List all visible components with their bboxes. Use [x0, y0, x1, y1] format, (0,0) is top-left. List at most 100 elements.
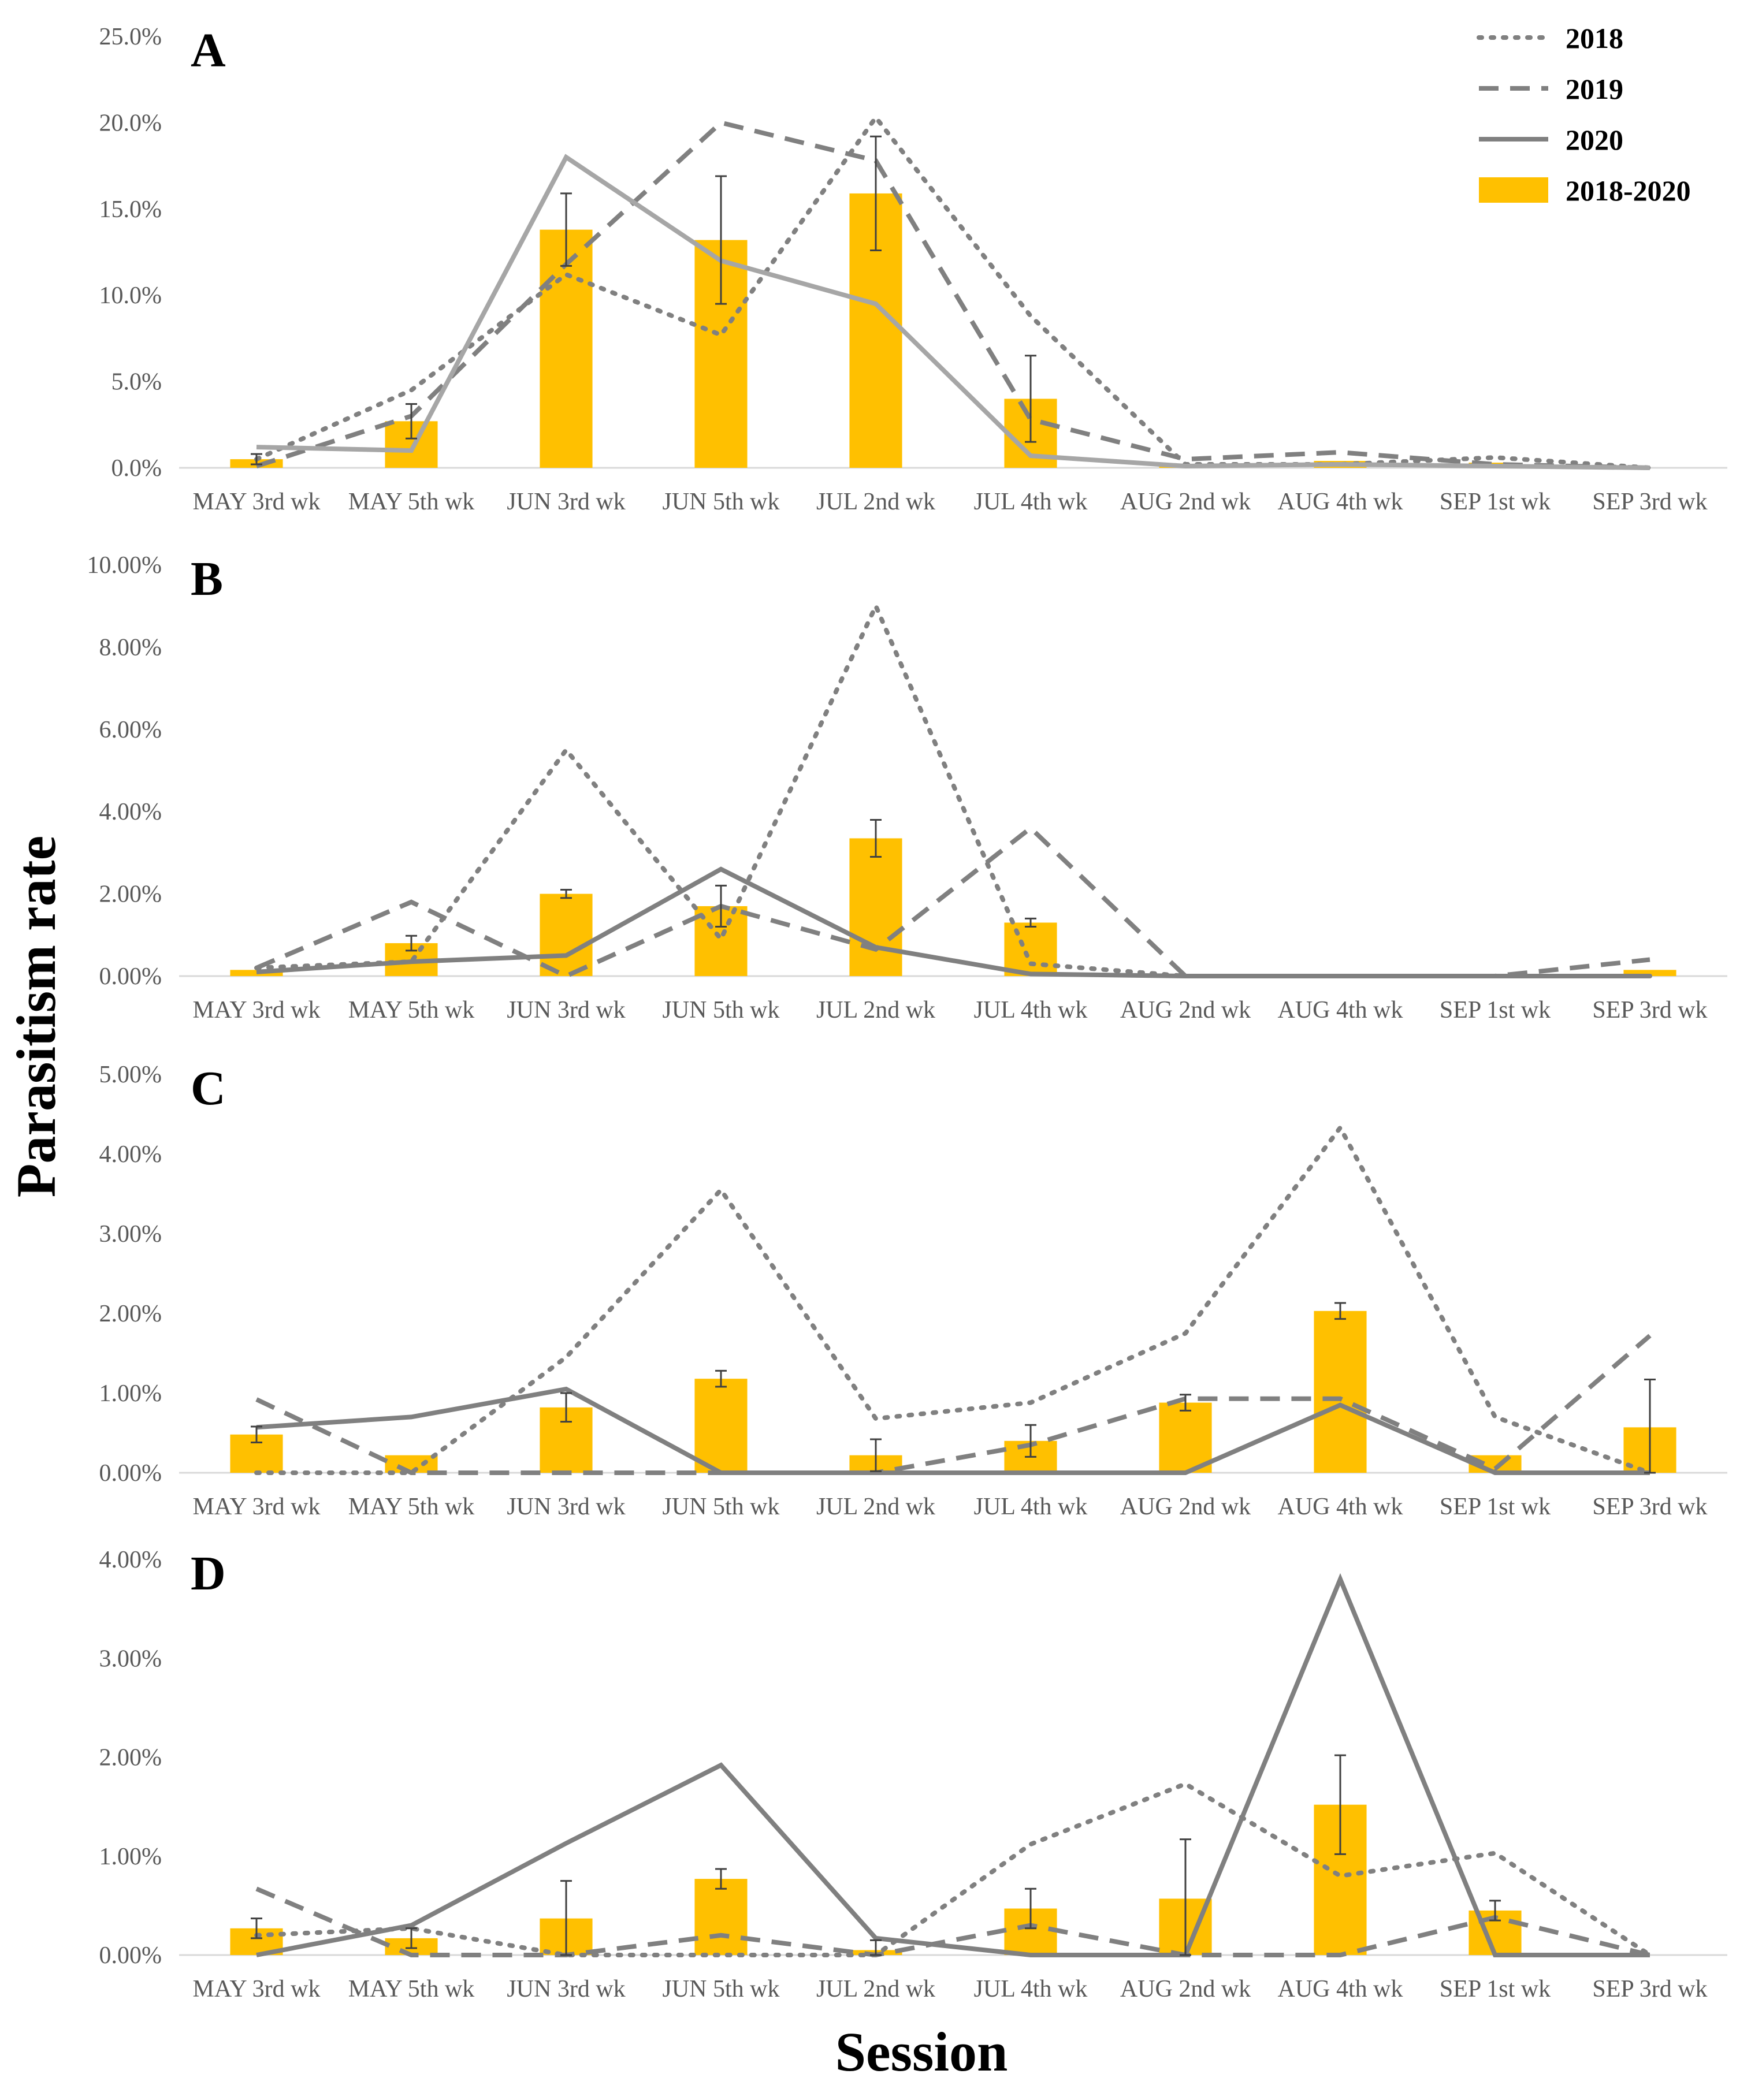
x-tick-label: SEP 1st wk: [1440, 489, 1551, 515]
bar: [1314, 1310, 1367, 1473]
x-tick-label: MAY 5th wk: [348, 1976, 475, 2002]
x-tick-label: MAY 5th wk: [348, 997, 475, 1023]
y-axis-title: Parasitism rate: [5, 836, 67, 1197]
panel-label: C: [191, 1062, 226, 1115]
y-tick-label: 15.0%: [99, 196, 162, 223]
y-tick-label: 20.0%: [99, 110, 162, 136]
panel-label: B: [191, 552, 223, 606]
bar: [849, 838, 902, 976]
x-tick-label: AUG 4th wk: [1278, 489, 1403, 515]
x-tick-label: MAY 3rd wk: [193, 997, 321, 1023]
bar: [694, 1879, 748, 1955]
x-tick-label: SEP 3rd wk: [1592, 1494, 1707, 1520]
y-tick-label: 8.00%: [99, 634, 162, 661]
series-line-2018: [254, 1123, 1652, 1475]
y-tick-label: 10.0%: [99, 282, 162, 309]
x-tick-label: JUL 2nd wk: [816, 489, 935, 515]
y-tick-label: 1.00%: [99, 1380, 162, 1407]
y-tick-label: 2.00%: [99, 1301, 162, 1327]
x-tick-label: JUN 3rd wk: [507, 1976, 625, 2002]
bar: [1159, 1402, 1212, 1473]
y-tick-label: 2.00%: [99, 881, 162, 908]
y-tick-label: 3.00%: [99, 1221, 162, 1248]
series-line-2019: [255, 120, 1650, 470]
series-line-2020: [256, 154, 1650, 470]
legend: 2018 2019 2020 2018-2020: [1477, 22, 1691, 207]
y-tick-label: 0.00%: [99, 963, 162, 990]
x-tick-label: JUN 5th wk: [662, 1976, 779, 2002]
x-tick-label: MAY 5th wk: [348, 489, 475, 515]
panel-a: 0.0% 5.0% 10.0% 15.0% 20.0% 25.0% MAY 3rd wk MA…: [99, 24, 1727, 515]
panel-b: 0.00% 2.00% 4.00% 6.00% 8.00% 10.00% MAY 3rd w…: [87, 552, 1727, 1023]
y-tick-label: 4.00%: [99, 1141, 162, 1168]
x-tick-label: SEP 1st wk: [1440, 997, 1551, 1023]
series-line-2018: [254, 600, 1652, 978]
y-tick-label: 0.0%: [111, 455, 162, 482]
panel-c: 0.00% 1.00% 2.00% 3.00% 4.00% 5.00% MAY 3rd wk…: [99, 1062, 1727, 1520]
x-tick-label: AUG 4th wk: [1278, 997, 1403, 1023]
y-tick-label: 2.00%: [99, 1745, 162, 1771]
x-tick-label: JUL 2nd wk: [816, 997, 935, 1023]
x-tick-label: SEP 3rd wk: [1592, 489, 1707, 515]
series-line-2018: [254, 1781, 1652, 1957]
y-tick-label: 0.00%: [99, 1942, 162, 1969]
legend-label: 2019: [1566, 73, 1623, 105]
x-tick-label: JUL 4th wk: [974, 1494, 1088, 1520]
x-tick-label: JUN 3rd wk: [507, 997, 625, 1023]
x-tick-label: JUL 4th wk: [974, 1976, 1088, 2002]
x-tick-label: JUN 5th wk: [662, 489, 779, 515]
y-tick-label: 5.0%: [111, 369, 162, 396]
y-tick-label: 3.00%: [99, 1645, 162, 1672]
x-tick-label: SEP 1st wk: [1440, 1976, 1551, 2002]
bar: [230, 970, 283, 976]
series-line-2019: [255, 1334, 1652, 1475]
x-tick-label: JUN 5th wk: [662, 997, 779, 1023]
x-tick-label: MAY 3rd wk: [193, 1976, 321, 2002]
x-tick-label: MAY 5th wk: [348, 1494, 475, 1520]
legend-label: 2018-2020: [1566, 174, 1691, 207]
series-line-2020: [256, 1573, 1650, 1957]
chart-panels: 0.0% 5.0% 10.0% 15.0% 20.0% 25.0% MAY 3rd wk MA…: [87, 24, 1727, 2002]
x-tick-label: JUL 4th wk: [974, 997, 1088, 1023]
y-tick-label: 4.00%: [99, 1547, 162, 1573]
x-axis-title: Session: [835, 2021, 1008, 2083]
y-tick-label: 6.00%: [99, 717, 162, 743]
y-tick-label: 4.00%: [99, 799, 162, 825]
series-line-2019: [255, 825, 1650, 979]
bar: [540, 229, 593, 468]
bar: [694, 1379, 748, 1473]
y-tick-label: 25.0%: [99, 24, 162, 50]
bar: [540, 893, 593, 976]
x-tick-label: SEP 3rd wk: [1592, 997, 1707, 1023]
panel-label: D: [191, 1547, 226, 1600]
y-tick-label: 5.00%: [99, 1062, 162, 1088]
series-line-2020: [256, 866, 1650, 978]
x-tick-label: MAY 3rd wk: [193, 1494, 321, 1520]
panel-d: 0.00% 1.00% 2.00% 3.00% 4.00% MAY 3rd wk MAY 5…: [99, 1547, 1727, 2002]
x-tick-label: JUL 4th wk: [974, 489, 1088, 515]
x-tick-label: JUL 2nd wk: [816, 1494, 935, 1520]
x-tick-label: JUN 5th wk: [662, 1494, 779, 1520]
panel-label: A: [191, 24, 226, 77]
x-tick-label: AUG 2nd wk: [1120, 1494, 1251, 1520]
x-tick-label: JUN 3rd wk: [507, 1494, 625, 1520]
x-tick-label: JUL 2nd wk: [816, 1976, 935, 2002]
y-tick-label: 1.00%: [99, 1844, 162, 1870]
x-tick-label: AUG 4th wk: [1278, 1976, 1403, 2002]
bar: [1623, 970, 1676, 976]
x-tick-label: SEP 3rd wk: [1592, 1976, 1707, 2002]
x-tick-label: MAY 3rd wk: [193, 489, 321, 515]
x-tick-label: AUG 2nd wk: [1120, 1976, 1251, 2002]
legend-swatch-bar: [1479, 177, 1548, 203]
x-tick-label: AUG 4th wk: [1278, 1494, 1403, 1520]
x-tick-label: JUN 3rd wk: [507, 489, 625, 515]
legend-label: 2018: [1566, 22, 1623, 54]
legend-label: 2020: [1566, 124, 1623, 156]
x-tick-label: AUG 2nd wk: [1120, 489, 1251, 515]
y-tick-label: 10.00%: [87, 552, 162, 579]
series-line-2018: [254, 113, 1652, 470]
x-tick-label: AUG 2nd wk: [1120, 997, 1251, 1023]
y-tick-label: 0.00%: [99, 1460, 162, 1487]
series-line-2020: [256, 1386, 1650, 1475]
